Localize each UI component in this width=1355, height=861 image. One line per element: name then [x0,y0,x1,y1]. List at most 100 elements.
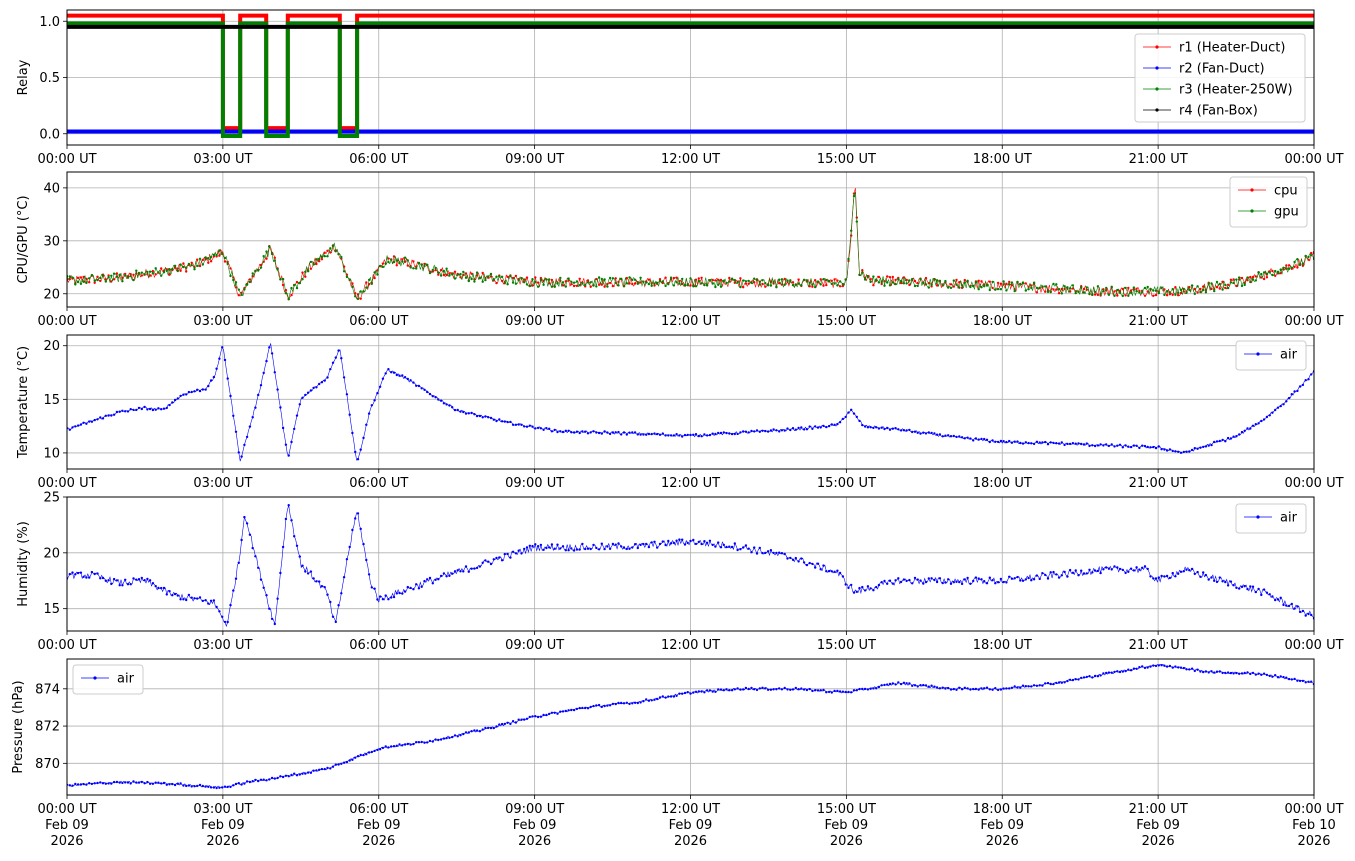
data-point [475,414,479,418]
data-point [617,542,620,545]
data-point [983,437,986,441]
data-point [245,522,249,525]
data-point [126,276,130,279]
data-point [883,683,886,687]
data-point [276,597,279,600]
legend-label: air [1280,511,1298,526]
data-point [448,574,451,577]
data-point [891,582,894,585]
data-point [858,586,861,590]
data-point [592,543,595,547]
data-point [434,738,437,741]
data-point [1185,668,1188,671]
data-point [584,547,587,551]
data-point [110,782,113,785]
data-point [1102,672,1105,675]
data-point [1238,433,1241,436]
data-point [445,273,448,277]
data-point [633,278,637,281]
data-point [398,374,401,377]
data-point [1127,445,1130,448]
data-point [162,271,166,274]
plot-area [67,342,1314,462]
data-point [157,271,160,274]
data-point [1190,284,1194,287]
data-point [911,684,914,687]
data-point [1304,254,1307,258]
data-point [448,272,451,275]
y-tick-label: 872 [35,720,60,735]
data-point [1060,681,1064,684]
data-point [401,258,404,261]
data-point [428,392,432,396]
data-point [326,593,329,596]
x-tick-label: 21:00 UT [1129,314,1188,329]
data-point [772,551,775,555]
data-point [841,690,845,693]
data-point [1179,288,1183,292]
data-point [1044,285,1047,288]
data-point [905,429,908,432]
data-point [1046,443,1050,446]
data-point [315,262,318,266]
data-point [514,552,518,555]
data-point [597,703,601,707]
data-point [985,582,989,585]
data-point [176,782,179,785]
data-point [852,194,856,198]
data-point [1290,393,1294,396]
data-point [431,582,434,585]
data-point [462,570,465,573]
data-point [232,278,235,282]
data-point [750,551,753,554]
data-point [284,774,288,777]
data-point [240,538,243,542]
data-point [1008,283,1011,286]
data-point [453,270,457,273]
data-point [797,278,800,281]
data-point [880,282,883,286]
data-point [115,579,119,582]
data-point [1171,288,1174,291]
data-point [791,283,795,287]
data-point [1177,666,1180,669]
data-point [351,528,354,532]
data-point [90,273,94,277]
data-point [653,540,656,543]
data-point [1074,291,1077,295]
data-point [733,432,736,436]
data-point [1282,266,1285,269]
data-point [473,413,476,416]
data-point [1226,671,1230,674]
data-point [933,278,936,281]
data-point [617,430,620,434]
data-point [423,388,426,391]
data-point [398,261,401,264]
data-point [362,290,365,293]
data-point [1293,607,1296,610]
data-point [218,610,221,613]
data-point [850,234,853,237]
data-point [365,558,368,562]
data-point [525,425,529,428]
data-point [1055,283,1058,286]
data-point [160,408,163,411]
data-point [575,284,579,288]
data-point [417,384,421,388]
data-point [816,426,820,429]
data-point [1068,442,1072,446]
data-point [1246,279,1249,282]
data-point [750,429,753,433]
data-point [442,402,446,405]
data-point [1066,286,1069,289]
data-point [1160,286,1163,290]
data-point [719,546,723,549]
data-point [295,286,299,290]
data-point [517,279,520,282]
x-tick-date: Feb 09 [513,818,557,833]
data-point [753,430,756,433]
data-point [919,684,922,687]
data-point [617,284,620,287]
